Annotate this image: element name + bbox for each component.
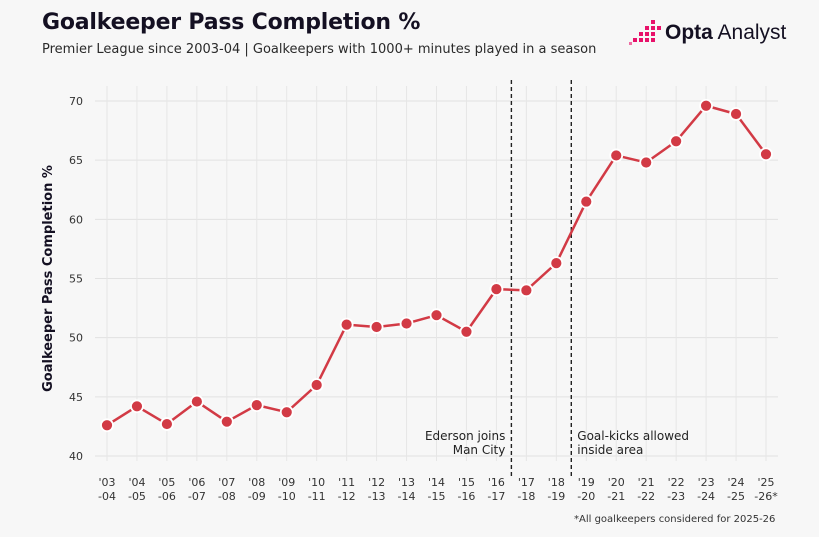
- x-tick-label: -21: [607, 490, 625, 503]
- y-tick-label: 70: [69, 95, 83, 108]
- x-tick-label: -24: [697, 490, 715, 503]
- x-tick-label: '14: [428, 476, 445, 489]
- x-tick-label: -04: [98, 490, 116, 503]
- x-tick-label: -19: [547, 490, 565, 503]
- x-tick-label: '10: [308, 476, 325, 489]
- x-tick-label: -14: [398, 490, 416, 503]
- brand-logo: Opta Analyst: [629, 20, 786, 46]
- x-tick-label: '12: [368, 476, 385, 489]
- x-tick-label: '24: [728, 476, 745, 489]
- y-tick-label: 55: [69, 273, 83, 286]
- x-tick-label: -16: [457, 490, 475, 503]
- y-axis-title: Goalkeeper Pass Completion %: [41, 165, 56, 392]
- data-point: [160, 417, 174, 431]
- data-point: [729, 107, 743, 121]
- x-tick-label: -26*: [754, 490, 778, 503]
- data-point: [219, 414, 234, 429]
- x-tick-label: -12: [338, 490, 356, 503]
- data-point: [279, 405, 294, 420]
- data-point: [549, 256, 564, 271]
- x-tick-label: -09: [248, 490, 266, 503]
- x-tick-label: -17: [487, 490, 505, 503]
- footnote: *All goalkeepers considered for 2025-26: [574, 514, 776, 525]
- chart-title: Goalkeeper Pass Completion %: [42, 10, 421, 35]
- x-tick-label: -05: [128, 490, 146, 503]
- x-tick-label: '11: [338, 476, 355, 489]
- data-point: [579, 194, 594, 209]
- x-tick-label: '16: [488, 476, 505, 489]
- y-tick-label: 45: [69, 391, 83, 404]
- x-tick-label: -20: [577, 490, 595, 503]
- y-tick-label: 65: [69, 154, 83, 167]
- data-point: [639, 155, 654, 170]
- x-tick-label: '22: [668, 476, 685, 489]
- data-point: [399, 316, 414, 331]
- annotation-label: inside area: [577, 443, 643, 457]
- y-tick-label: 40: [69, 450, 83, 463]
- data-point: [309, 378, 324, 392]
- y-tick-label: 60: [69, 213, 83, 226]
- x-tick-label: '09: [278, 476, 295, 489]
- y-tick-label: 50: [69, 332, 83, 345]
- x-tick-label: '13: [398, 476, 415, 489]
- data-point: [669, 134, 684, 149]
- x-tick-label: '07: [218, 476, 235, 489]
- x-tick-label: -23: [667, 490, 685, 503]
- x-tick-label: '18: [548, 476, 565, 489]
- x-tick-label: -18: [517, 490, 535, 503]
- x-tick-label: -22: [637, 490, 655, 503]
- x-tick-label: -06: [158, 490, 176, 503]
- annotation-label: Ederson joins: [425, 429, 505, 443]
- x-tick-label: '15: [458, 476, 475, 489]
- opta-dots-icon: [629, 20, 661, 45]
- data-point: [130, 399, 144, 414]
- data-point: [189, 394, 204, 409]
- x-tick-label: '19: [578, 476, 595, 489]
- data-point: [100, 418, 114, 433]
- data-point: [519, 283, 534, 298]
- x-tick-label: '03: [98, 476, 115, 489]
- data-point: [609, 148, 624, 163]
- brand-name: Opta Analyst: [665, 21, 787, 44]
- data-point: [459, 324, 474, 339]
- x-tick-label: -13: [368, 490, 386, 503]
- x-tick-label: '05: [158, 476, 175, 489]
- x-tick-label: -11: [308, 490, 326, 503]
- x-tick-label: '04: [128, 476, 145, 489]
- x-tick-label: -10: [278, 490, 296, 503]
- x-tick-label: '23: [698, 476, 715, 489]
- chart-subtitle: Premier League since 2003-04 | Goalkeepe…: [42, 42, 597, 57]
- data-point: [699, 98, 713, 113]
- annotation-label: Goal-kicks allowed: [577, 429, 689, 443]
- x-tick-label: '20: [608, 476, 625, 489]
- data-point: [429, 308, 444, 323]
- data-point: [249, 398, 264, 413]
- data-point: [339, 317, 354, 332]
- x-tick-label: -08: [218, 490, 236, 503]
- data-point: [759, 147, 773, 162]
- x-tick-label: '06: [188, 476, 205, 489]
- x-tick-label: -25: [727, 490, 745, 503]
- annotation-label: Man City: [453, 443, 506, 457]
- x-tick-label: -15: [428, 490, 446, 503]
- data-point: [489, 282, 504, 297]
- x-tick-label: -07: [188, 490, 206, 503]
- x-tick-label: '25: [757, 476, 774, 489]
- x-tick-label: '08: [248, 476, 265, 489]
- x-tick-label: '17: [518, 476, 535, 489]
- x-tick-label: '21: [638, 476, 655, 489]
- data-point: [369, 320, 384, 334]
